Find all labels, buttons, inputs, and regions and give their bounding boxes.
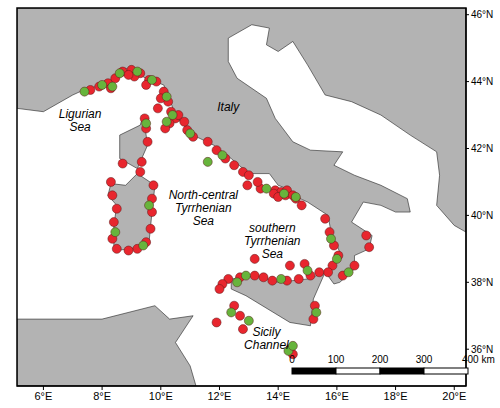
svg-text:400 km: 400 km [462, 354, 495, 365]
svg-text:North-centralTyrrhenianSea: North-centralTyrrhenianSea [169, 188, 239, 228]
svg-text:36°N: 36°N [471, 344, 493, 355]
svg-text:8°E: 8°E [93, 390, 111, 402]
svg-text:6°E: 6°E [34, 390, 52, 402]
svg-text:44°N: 44°N [471, 76, 493, 87]
svg-text:42°N: 42°N [471, 143, 493, 154]
svg-text:10°E: 10°E [149, 390, 173, 402]
svg-text:200: 200 [372, 354, 389, 365]
svg-text:18°E: 18°E [384, 390, 408, 402]
svg-text:40°N: 40°N [471, 210, 493, 221]
svg-text:20°E: 20°E [442, 390, 466, 402]
svg-text:100: 100 [328, 354, 345, 365]
svg-text:LigurianSea: LigurianSea [59, 107, 102, 134]
svg-text:SicilyChannel: SicilyChannel [244, 325, 289, 352]
svg-text:16°E: 16°E [325, 390, 349, 402]
svg-text:southernTyrrhenianSea: southernTyrrhenianSea [244, 221, 301, 261]
svg-text:0: 0 [289, 354, 295, 365]
svg-text:12°E: 12°E [207, 390, 231, 402]
svg-text:300: 300 [416, 354, 433, 365]
svg-text:38°N: 38°N [471, 277, 493, 288]
svg-text:Italy: Italy [217, 101, 240, 115]
svg-text:46°N: 46°N [471, 9, 493, 20]
svg-text:14°E: 14°E [266, 390, 290, 402]
